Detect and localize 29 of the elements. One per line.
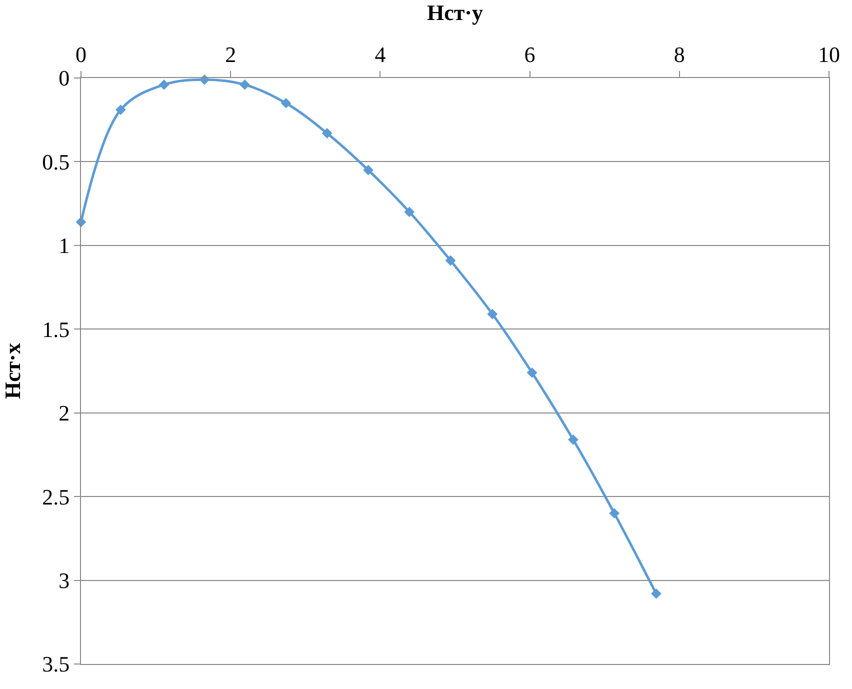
x-tick-label: 4 <box>374 42 386 68</box>
y-tick-label: 3 <box>58 568 70 593</box>
y-tick-label: 3.5 <box>42 652 70 677</box>
x-tick-label: 2 <box>225 42 236 68</box>
point <box>651 588 662 599</box>
x-tick-label: 6 <box>524 42 536 68</box>
point <box>526 367 538 378</box>
x-tick-label: 8 <box>674 42 685 68</box>
x-axis-title: Нст·у <box>426 0 484 25</box>
x-tick-label: 10 <box>818 42 840 68</box>
point <box>115 104 126 116</box>
point <box>363 164 374 176</box>
y-tick-label: 2.5 <box>42 484 70 510</box>
point <box>280 98 292 108</box>
point <box>609 508 620 519</box>
point <box>240 80 250 90</box>
y-tick-label: 1 <box>58 233 70 258</box>
y-tick-label: 1.5 <box>42 316 70 342</box>
point <box>445 255 456 266</box>
y-tick-label: 2 <box>58 400 70 426</box>
y-axis-title: Нст·х <box>0 342 25 400</box>
point <box>487 308 498 320</box>
y-tick-label: 0.5 <box>42 149 70 174</box>
point <box>568 434 578 445</box>
point <box>404 206 415 218</box>
y-tick-label: 0 <box>58 66 70 91</box>
x-tick-label: 0 <box>76 42 86 68</box>
point <box>322 128 332 138</box>
point <box>158 80 170 90</box>
